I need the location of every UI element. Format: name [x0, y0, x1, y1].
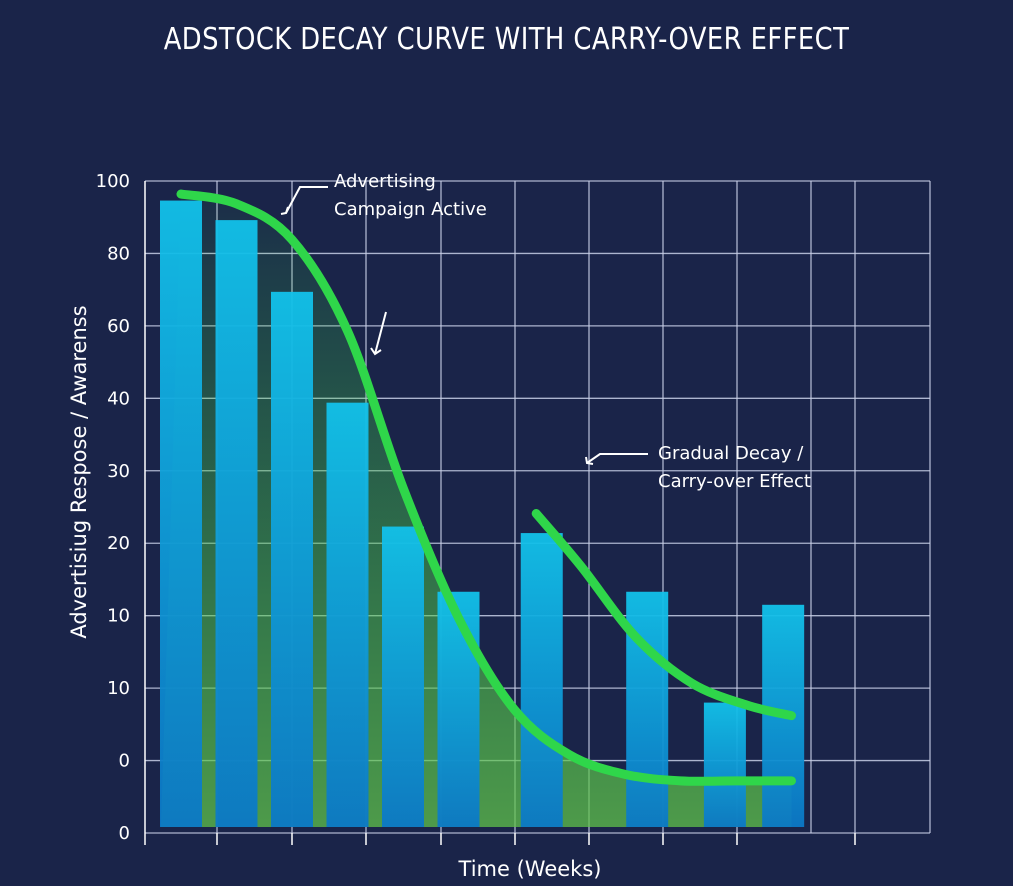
y-tick-label: 10: [107, 678, 130, 699]
x-axis-label: Time (Weeks): [458, 857, 602, 881]
annotation-campaign-line-1: Advertising: [334, 171, 436, 192]
annotation-campaign-line-2: Campaign Active: [334, 199, 487, 220]
y-tick-label: 30: [107, 461, 130, 482]
bar-3: [271, 291, 313, 828]
y-tick-label: 0: [119, 823, 130, 844]
y-tick-label: 80: [107, 243, 130, 264]
bar-4: [326, 402, 369, 827]
arrow-icon: [370, 311, 387, 356]
bar-5: [382, 526, 424, 827]
y-axis-ticks: 0 0 10 10 20 30 40 60 80 100: [96, 171, 130, 844]
y-tick-label: 10: [107, 606, 130, 627]
annotation-decay-line-1: Gradual Decay /: [658, 443, 804, 464]
area-fill: [161, 194, 792, 828]
y-tick-label: 0: [119, 751, 130, 772]
bar-9: [703, 702, 746, 827]
bars: [160, 200, 805, 828]
arrow-icon: [280, 186, 328, 215]
y-tick-label: 60: [107, 316, 130, 337]
bar-2: [215, 220, 258, 827]
y-tick-label: 20: [107, 533, 130, 554]
annotations: Advertising Campaign Active Gradual Deca…: [280, 171, 811, 492]
annotation-decay-line-2: Carry-over Effect: [658, 471, 811, 492]
decay-curve-line: [176, 189, 796, 786]
y-axis-label: Advertisiug Respose / Awarenss: [67, 305, 91, 638]
y-tick-label: 100: [96, 171, 130, 192]
decay-area-fill: [161, 194, 792, 828]
y-tick-label: 40: [107, 388, 130, 409]
carry-over-curve-line: [531, 509, 796, 721]
bar-1: [160, 200, 202, 827]
bar-6: [437, 591, 480, 827]
chart-title: ADSTOCK DECAY CURVE WITH CARRY-OVER EFFE…: [163, 22, 850, 57]
arrow-icon: [585, 453, 648, 465]
curves: [176, 189, 796, 786]
bar-7: [520, 533, 563, 827]
